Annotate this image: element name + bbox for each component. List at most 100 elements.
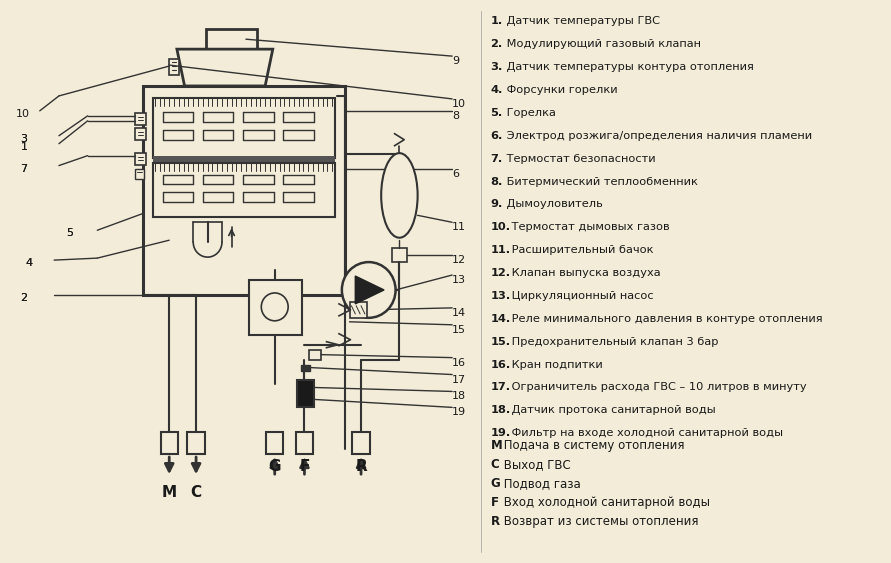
Ellipse shape	[381, 153, 418, 238]
Text: 12.: 12.	[491, 268, 511, 278]
Text: 6: 6	[452, 168, 459, 178]
Text: C: C	[491, 458, 499, 471]
Bar	[349, 302, 367, 318]
Text: 10: 10	[16, 109, 29, 119]
Text: C: C	[191, 485, 201, 500]
Text: Выход ГВС: Выход ГВС	[500, 458, 571, 471]
Text: 6.: 6.	[491, 131, 503, 141]
Text: G: G	[268, 459, 281, 474]
Bar	[135, 113, 146, 125]
Text: Кран подпитки: Кран подпитки	[508, 360, 603, 370]
Text: Электрод розжига/определения наличия пламени: Электрод розжига/определения наличия пла…	[503, 131, 812, 141]
Text: 14: 14	[452, 308, 466, 318]
Text: 7.: 7.	[491, 154, 503, 164]
Text: Датчик температуры контура отопления: Датчик температуры контура отопления	[503, 62, 754, 72]
Text: Клапан выпуска воздуха: Клапан выпуска воздуха	[508, 268, 661, 278]
Bar	[169, 59, 179, 75]
Text: 7: 7	[20, 164, 28, 173]
Text: 9: 9	[452, 56, 459, 66]
Text: 7: 7	[20, 164, 28, 173]
Text: 4.: 4.	[491, 85, 503, 95]
Text: Форсунки горелки: Форсунки горелки	[503, 85, 617, 95]
Bar	[135, 153, 146, 164]
Text: 15: 15	[452, 325, 466, 335]
Text: 16.: 16.	[491, 360, 511, 370]
Bar	[297, 379, 314, 408]
Text: 4: 4	[25, 258, 32, 268]
Text: Термостат безопасности: Термостат безопасности	[503, 154, 656, 164]
Text: Предохранительный клапан 3 бар: Предохранительный клапан 3 бар	[508, 337, 719, 347]
Text: Датчик температуры ГВС: Датчик температуры ГВС	[503, 16, 660, 26]
Text: 16: 16	[452, 358, 466, 368]
Polygon shape	[177, 49, 273, 86]
Text: F: F	[491, 496, 499, 509]
Bar	[187, 432, 205, 454]
Text: 1: 1	[20, 142, 28, 151]
Text: R: R	[356, 459, 367, 474]
Text: 18: 18	[452, 391, 466, 401]
Circle shape	[342, 262, 396, 318]
Text: Фильтр на входе холодной санитарной воды: Фильтр на входе холодной санитарной воды	[508, 428, 783, 438]
Text: 3: 3	[20, 134, 28, 144]
Text: 3: 3	[20, 134, 28, 144]
Text: F: F	[299, 459, 310, 474]
Text: 13: 13	[452, 275, 466, 285]
Text: 2.: 2.	[491, 39, 503, 49]
Bar	[153, 155, 335, 164]
Bar	[135, 128, 146, 140]
Text: Вход холодной санитарной воды: Вход холодной санитарной воды	[500, 496, 710, 509]
Text: 5: 5	[67, 228, 74, 238]
Text: 2: 2	[20, 293, 28, 303]
Circle shape	[261, 293, 288, 321]
Text: Дымоуловитель: Дымоуловитель	[503, 199, 602, 209]
Text: Подвод газа: Подвод газа	[500, 477, 581, 490]
Text: 13.: 13.	[491, 291, 511, 301]
Text: 1.: 1.	[491, 16, 503, 26]
Text: 1: 1	[20, 142, 28, 151]
Text: 8.: 8.	[491, 177, 503, 186]
Text: Датчик протока санитарной воды: Датчик протока санитарной воды	[508, 405, 716, 415]
Bar	[206, 29, 257, 49]
Text: 8: 8	[452, 111, 459, 121]
Text: 2: 2	[20, 293, 28, 303]
Text: Горелка: Горелка	[503, 108, 556, 118]
Text: Термостат дымовых газов: Термостат дымовых газов	[508, 222, 670, 233]
Bar	[249, 280, 301, 335]
Text: 5: 5	[67, 228, 74, 238]
Text: Модулирующий газовый клапан: Модулирующий газовый клапан	[503, 39, 701, 49]
Bar	[153, 98, 335, 158]
Text: 14.: 14.	[491, 314, 511, 324]
Text: G: G	[491, 477, 500, 490]
Text: Циркуляционный насос: Циркуляционный насос	[508, 291, 654, 301]
Text: 11.: 11.	[491, 245, 511, 255]
Text: 18.: 18.	[491, 405, 511, 415]
Text: 15.: 15.	[491, 337, 511, 347]
Text: R: R	[491, 515, 500, 528]
Text: M: M	[161, 485, 176, 500]
Text: Битермический теплообменник: Битермический теплообменник	[503, 177, 698, 186]
Text: 5.: 5.	[491, 108, 503, 118]
Bar	[300, 365, 310, 370]
Text: 12: 12	[452, 255, 466, 265]
Text: Расширительный бачок: Расширительный бачок	[508, 245, 654, 255]
Text: 17.: 17.	[491, 382, 511, 392]
Text: 10.: 10.	[491, 222, 511, 233]
Text: 4: 4	[25, 258, 32, 268]
Text: 17: 17	[452, 374, 466, 385]
Bar	[143, 86, 345, 295]
Text: M: M	[491, 439, 503, 452]
Text: 11: 11	[452, 222, 466, 233]
Text: Подача в систему отопления: Подача в систему отопления	[500, 439, 684, 452]
Bar	[160, 432, 178, 454]
Bar	[153, 163, 335, 217]
Polygon shape	[356, 276, 384, 304]
Text: Ограничитель расхода ГВС – 10 литров в минуту: Ограничитель расхода ГВС – 10 литров в м…	[508, 382, 807, 392]
Bar	[266, 432, 283, 454]
Bar	[353, 432, 370, 454]
Text: 3.: 3.	[491, 62, 503, 72]
Bar	[135, 168, 144, 178]
Text: 10: 10	[452, 99, 466, 109]
Text: Возврат из системы отопления: Возврат из системы отопления	[500, 515, 699, 528]
Text: 19.: 19.	[491, 428, 511, 438]
Bar	[296, 432, 313, 454]
